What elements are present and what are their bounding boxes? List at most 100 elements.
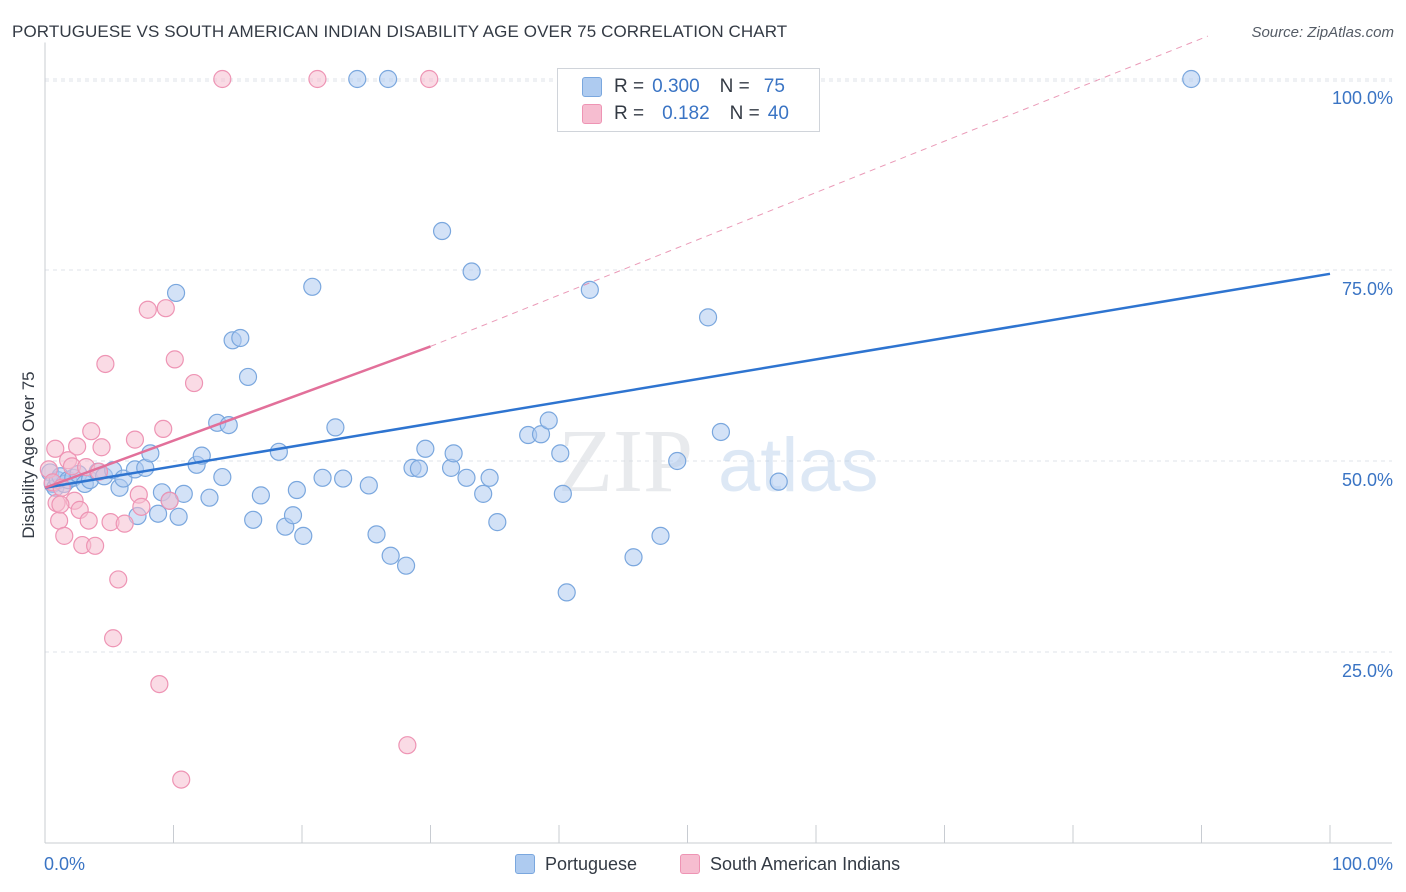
bottom-legend-label-south-american-indians: South American Indians — [710, 853, 901, 874]
data-point-south-american-indians — [79, 511, 98, 530]
data-point-portuguese — [557, 583, 576, 602]
legend-swatch-pink — [582, 104, 602, 124]
trendline-south-american-indians — [44, 345, 431, 489]
data-point-portuguese — [367, 525, 386, 544]
data-point-portuguese — [474, 484, 493, 503]
data-point-south-american-indians — [156, 299, 175, 318]
bottom-legend-swatch-blue — [515, 854, 535, 874]
data-point-portuguese — [313, 468, 332, 487]
data-point-portuguese — [539, 411, 558, 430]
data-point-south-american-indians — [172, 770, 191, 789]
data-point-portuguese — [334, 469, 353, 488]
data-point-portuguese — [711, 422, 731, 442]
legend-n-label: N = — [719, 76, 750, 97]
data-point-south-american-indians — [398, 736, 417, 755]
data-point-portuguese — [148, 504, 168, 523]
data-point-portuguese — [169, 507, 188, 526]
legend-r-label: R = — [614, 103, 645, 124]
bottom-legend-swatch-pink — [680, 854, 700, 874]
data-point-portuguese — [462, 262, 481, 281]
legend-r-label: R = — [614, 76, 645, 97]
data-point-portuguese — [287, 480, 306, 500]
x-tick-label: 0.0% — [44, 854, 85, 874]
data-point-portuguese — [1182, 69, 1201, 89]
data-point-portuguese — [580, 280, 599, 299]
data-point-portuguese — [283, 506, 303, 525]
data-point-portuguese — [303, 277, 322, 296]
data-point-portuguese — [238, 367, 258, 387]
data-point-portuguese — [326, 418, 345, 437]
data-point-portuguese — [624, 548, 643, 567]
data-point-portuguese — [531, 425, 551, 444]
legend-r-value: 0.300 — [652, 76, 700, 97]
data-point-south-american-indians — [68, 437, 87, 456]
data-point-portuguese — [396, 556, 416, 575]
data-point-portuguese — [378, 69, 398, 89]
legend-n-label: N = — [729, 103, 760, 124]
data-point-south-american-indians — [132, 497, 151, 516]
data-point-south-american-indians — [51, 495, 70, 514]
data-point-south-american-indians — [150, 674, 169, 694]
data-point-south-american-indians — [82, 422, 101, 441]
data-point-south-american-indians — [308, 69, 327, 89]
data-point-south-american-indians — [160, 491, 179, 510]
data-point-portuguese — [231, 328, 250, 348]
data-point-south-american-indians — [213, 69, 232, 89]
x-tick-label: 100.0% — [1332, 854, 1393, 874]
legend-swatch-blue — [582, 77, 602, 97]
data-point-south-american-indians — [50, 511, 69, 530]
trendline-portuguese — [44, 272, 1331, 489]
data-point-south-american-indians — [55, 526, 74, 545]
data-point-portuguese — [213, 467, 232, 487]
data-point-south-american-indians — [92, 438, 111, 457]
data-point-portuguese — [348, 69, 367, 89]
chart-title: PORTUGUESE VS SOUTH AMERICAN INDIAN DISA… — [12, 22, 788, 41]
data-point-south-american-indians — [115, 514, 134, 533]
data-point-portuguese — [553, 484, 572, 503]
legend-row-portuguese: R = 0.300 N = 75 — [582, 74, 785, 100]
data-point-portuguese — [416, 439, 435, 458]
legend-n-value: 75 — [763, 76, 785, 97]
watermark-atlas: atlas — [718, 423, 879, 508]
data-point-south-american-indians — [184, 373, 204, 393]
legend: R = 0.300 N = 75 R = 0.182 N = 40 — [557, 68, 820, 132]
y-tick-label: 100.0% — [1332, 88, 1393, 108]
data-point-portuguese — [480, 468, 499, 487]
data-point-portuguese — [359, 476, 378, 495]
data-point-south-american-indians — [109, 570, 128, 589]
legend-row-south-american-indians: R = 0.182 N = 40 — [582, 101, 789, 127]
y-axis-label: Disability Age Over 75 — [19, 371, 38, 538]
data-point-south-american-indians — [420, 69, 439, 89]
bottom-legend-label-portuguese: Portuguese — [545, 853, 638, 874]
data-point-portuguese — [244, 510, 263, 529]
grid-layer — [45, 78, 1392, 653]
y-tick-label: 75.0% — [1342, 279, 1393, 299]
data-point-portuguese — [444, 444, 463, 463]
data-point-portuguese — [251, 486, 270, 505]
series-south-american-indians-points — [39, 69, 439, 789]
data-point-portuguese — [409, 459, 429, 478]
legend-r-value: 0.182 — [662, 103, 710, 124]
data-point-portuguese — [166, 283, 186, 303]
data-point-south-american-indians — [46, 439, 65, 458]
data-point-portuguese — [294, 526, 313, 545]
bottom-legend-portuguese: Portuguese — [515, 852, 637, 876]
data-point-portuguese — [200, 488, 219, 507]
data-point-portuguese — [551, 444, 570, 463]
trend-lines — [44, 35, 1331, 489]
series-portuguese-points — [41, 69, 1201, 602]
data-point-portuguese — [651, 526, 670, 545]
y-tick-label: 50.0% — [1342, 470, 1393, 490]
source-credit: Source: ZipAtlas.com — [1251, 24, 1394, 41]
watermark: ZIP atlas — [558, 412, 879, 511]
trendline-south-american-indians-extension — [430, 35, 1209, 347]
data-point-south-american-indians — [104, 629, 123, 648]
y-tick-label: 25.0% — [1342, 661, 1393, 681]
data-point-portuguese — [698, 308, 718, 327]
data-point-south-american-indians — [165, 350, 184, 369]
data-point-portuguese — [668, 451, 687, 471]
bottom-legend-south-american-indians: South American Indians — [680, 852, 900, 876]
data-point-south-american-indians — [154, 419, 173, 439]
tick-labels: 25.0% 50.0% 75.0% 100.0% 0.0% 100.0% Disabilit… — [19, 88, 1393, 874]
